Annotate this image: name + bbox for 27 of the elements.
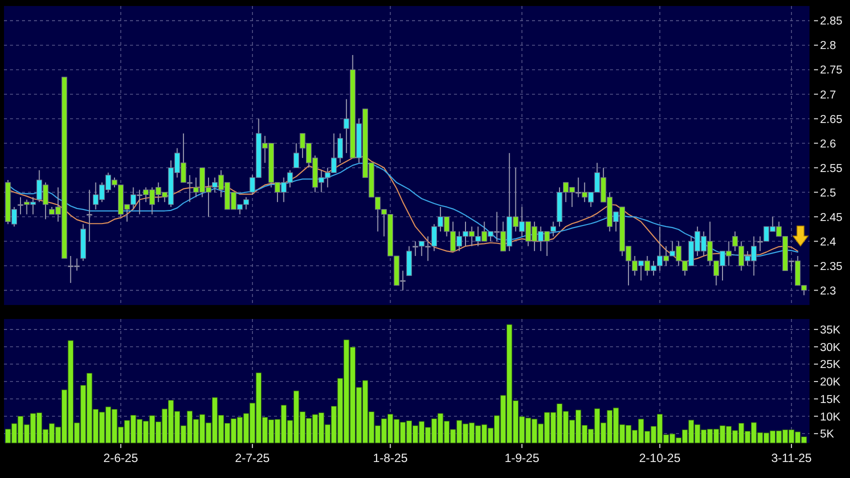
y-tick-label: 2.7: [820, 89, 836, 102]
y-tick-label: 2.75: [820, 64, 842, 77]
y-tick-label: 15K: [820, 394, 841, 406]
y-tick-label: 2.55: [820, 162, 842, 175]
x-tick-label: 1-9-25: [504, 451, 540, 465]
y-tick-label: 2.85: [820, 16, 842, 28]
y-tick-label: 20K: [820, 376, 841, 389]
y-tick-label: 2.6: [820, 138, 836, 150]
y-tick-label: 5K: [820, 428, 834, 441]
y-tick-label: 2.35: [820, 260, 842, 273]
y-tick-label: 25K: [820, 359, 841, 372]
x-tick-label: 2-6-25: [103, 451, 138, 465]
x-tick-label: 2-10-25: [639, 451, 681, 465]
y-tick-label: 2.5: [820, 187, 836, 200]
candlestick: [293, 142, 300, 168]
y-tick-label: 2.65: [820, 114, 842, 126]
x-tick-label: 3-11-25: [771, 451, 812, 465]
y-tick-label: 30K: [820, 342, 841, 354]
y-tick-label: 2.45: [820, 212, 842, 224]
y-tick-label: 35K: [820, 324, 841, 336]
y-tick-label: 10K: [820, 411, 841, 424]
y-tick-label: 2.4: [820, 236, 837, 248]
y-tick-label: 2.8: [820, 40, 836, 52]
y-tick-label: 2.3: [820, 285, 836, 298]
candlestick: [86, 189, 92, 242]
x-tick-label: 1-8-25: [372, 451, 408, 465]
x-tick-label: 2-7-25: [235, 451, 270, 465]
